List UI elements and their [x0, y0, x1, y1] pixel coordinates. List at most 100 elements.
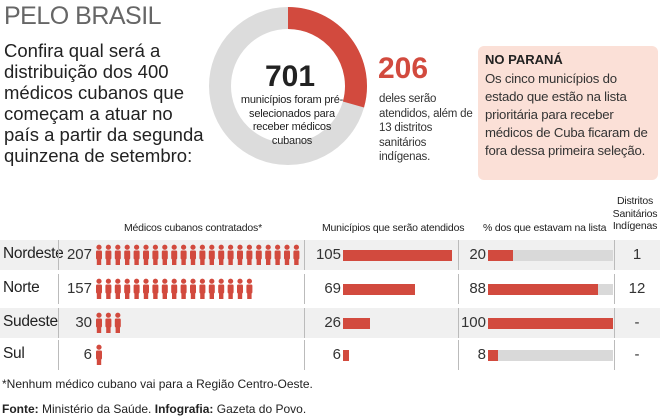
column-divider [614, 274, 615, 304]
header-distritos: Distritos Sanitários Indígenas [612, 195, 658, 232]
medicos-value: 207 [66, 246, 92, 263]
doctor-icon [293, 244, 300, 265]
infografia-value: Gazeta do Povo. [216, 402, 307, 416]
region-name: Nordeste [3, 245, 64, 262]
region-name: Sul [3, 345, 25, 362]
column-divider [58, 274, 59, 304]
column-divider [614, 340, 615, 370]
percent-bar [488, 318, 613, 329]
footnote: *Nenhum médico cubano vai para a Região … [2, 377, 313, 391]
column-divider [304, 308, 305, 338]
medicos-value: 157 [66, 280, 92, 297]
distritos-value: - [634, 314, 640, 331]
column-divider [458, 240, 459, 270]
percent-bar [488, 284, 598, 295]
percent-value: 88 [469, 280, 486, 297]
medicos-value: 6 [83, 346, 92, 363]
parana-text: Os cinco municípios do estado que estão … [485, 71, 648, 158]
municipios-bar [343, 284, 415, 295]
donut-selected-slice [287, 7, 367, 108]
doctor-icon [171, 244, 178, 265]
municipios-donut [209, 7, 367, 165]
doctor-icon [96, 244, 102, 265]
column-divider [614, 308, 615, 338]
percent-value: 8 [477, 346, 486, 363]
doctor-icon [105, 244, 112, 265]
region-name: Norte [3, 279, 40, 296]
column-divider [458, 274, 459, 304]
selected-number: 206 [378, 52, 429, 85]
doctor-icons [96, 312, 121, 333]
doctor-icon [274, 244, 281, 265]
donut-total-number: 701 [264, 60, 316, 93]
parana-box: NO PARANÁ Os cinco municípios do estado … [478, 46, 658, 180]
table-row: Sudeste 30 26 100 - [0, 308, 660, 338]
municipios-value: 26 [324, 314, 341, 331]
doctor-icon [284, 244, 290, 265]
municipios-bar [343, 350, 350, 361]
column-divider [304, 340, 305, 370]
parana-title: NO PARANÁ [485, 52, 563, 67]
column-divider [458, 308, 459, 338]
percent-track [488, 250, 613, 261]
doctor-icon [133, 244, 140, 265]
doctor-icon [171, 278, 178, 299]
region-name: Sudeste [3, 313, 58, 330]
doctor-icons [96, 278, 253, 299]
header-medicos: Médicos cubanos contratados* [124, 222, 262, 234]
doctor-icon [190, 244, 196, 265]
column-divider [58, 340, 59, 370]
doctor-icon [218, 244, 225, 265]
doctor-icon [255, 244, 262, 265]
donut-total-text: municípios foram pré-selecionados para r… [240, 94, 344, 147]
doctor-icon [152, 278, 159, 299]
doctor-icon [124, 278, 131, 299]
distritos-value: 12 [628, 280, 646, 297]
doctor-icon [208, 278, 215, 299]
municipios-value: 105 [315, 246, 341, 263]
doctor-icons [96, 344, 102, 365]
doctor-icon [227, 278, 234, 299]
doctor-icon [190, 278, 196, 299]
doctor-icon [96, 344, 102, 365]
page-title: PELO BRASIL [4, 2, 162, 30]
percent-value: 100 [460, 314, 486, 331]
percent-bar [488, 350, 498, 361]
doctor-icon [133, 278, 140, 299]
doctor-icon [124, 244, 131, 265]
percent-track [488, 350, 613, 361]
municipios-value: 69 [324, 280, 341, 297]
source-label: Fonte: [2, 402, 39, 416]
column-divider [614, 240, 615, 270]
doctor-icon [246, 278, 253, 299]
doctor-icon [199, 278, 206, 299]
doctor-icons [96, 244, 300, 265]
doctor-icon [218, 278, 225, 299]
medicos-value: 30 [75, 314, 92, 331]
header-municipios: Municípios que serão atendidos [322, 222, 465, 234]
table-row: Nordeste 207 105 20 1 [0, 240, 660, 270]
doctor-icon [227, 244, 234, 265]
doctor-icon [199, 244, 206, 265]
intro-text: Confira qual será a distribuição dos 400… [4, 40, 204, 166]
doctor-icon [114, 278, 121, 299]
municipios-value: 6 [332, 346, 341, 363]
source-value: Ministério da Saúde. [42, 402, 152, 416]
percent-value: 20 [469, 246, 486, 263]
doctor-icon [237, 278, 243, 299]
column-divider [58, 240, 59, 270]
doctor-icon [237, 244, 243, 265]
doctor-icon [143, 278, 149, 299]
column-divider [458, 340, 459, 370]
municipios-bar [343, 250, 452, 261]
doctor-icon [114, 244, 121, 265]
doctor-icon [152, 244, 159, 265]
percent-bar [488, 250, 513, 261]
doctor-icon [265, 244, 272, 265]
doctor-icon [180, 278, 187, 299]
doctor-icon [161, 244, 168, 265]
doctor-icon [161, 278, 168, 299]
column-divider [58, 308, 59, 338]
header-percent: % dos que estavam na lista [483, 222, 607, 234]
doctor-icon [96, 278, 102, 299]
